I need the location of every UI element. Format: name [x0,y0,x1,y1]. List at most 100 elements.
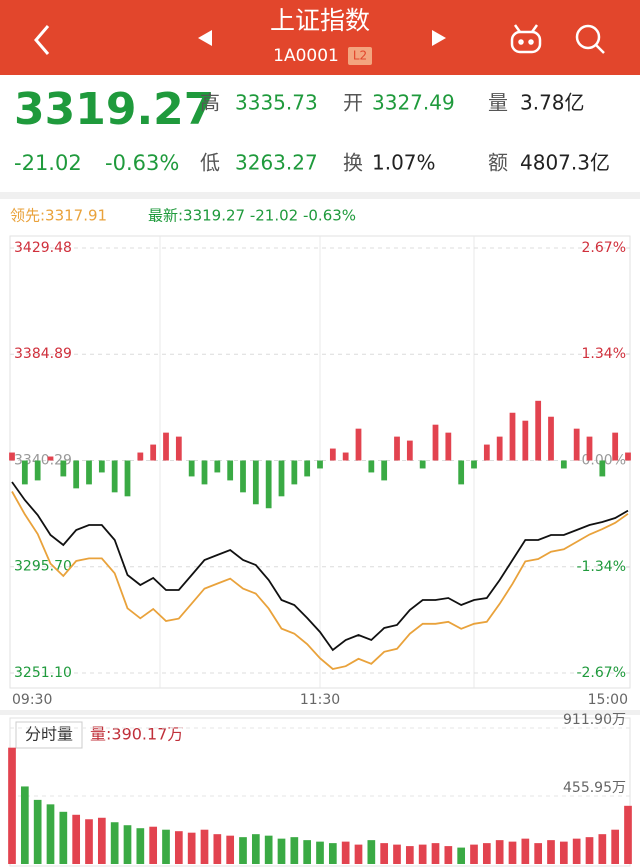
diff-bar [560,460,567,469]
diff-bar [573,428,580,461]
volume-bar [187,832,196,864]
diff-bar [265,460,272,509]
diff-bar [612,432,619,461]
back-button[interactable] [34,25,50,55]
y-tick-label: 911.90万 [563,712,626,728]
volume-bar [354,844,363,864]
volume-tab[interactable] [15,721,83,749]
header-title: 上证指数 [270,6,370,35]
field-value: 3335.73 [235,91,318,115]
volume-bar [482,843,491,864]
search-icon[interactable] [575,24,605,54]
diff-bar [535,400,542,461]
volume-bar [393,844,401,864]
y2-tick-label: 1.34% [582,346,626,362]
price: 3319.27 [14,84,214,135]
y-tick-label: 3429.48 [14,240,72,256]
x-tick-label: 09:30 [12,692,52,708]
diff-bar [60,460,67,477]
field-value: 3327.49 [372,91,455,115]
volume-bar [585,837,594,864]
robot-icon[interactable] [510,24,542,54]
volume-annotation: 量:390.17万 [90,725,183,744]
diff-bar [214,460,221,473]
legend-leading: 领先:3317.91 [10,207,107,225]
volume-bar [200,829,209,864]
volume-bar [380,843,389,864]
diff-bar [381,460,388,481]
volume-bar [20,786,29,864]
diff-bar [483,444,490,461]
volume-bar [251,834,260,864]
volume-bar [162,829,170,864]
field-label: 额 [488,151,508,175]
price-line [11,491,629,670]
diff-bar [21,460,28,485]
diff-bar [175,436,182,461]
volume-bar [226,835,235,864]
volume-bar [239,837,247,864]
volume-title: 分时量 [25,725,73,744]
y2-tick-label: -2.67% [576,665,626,681]
volume-bar [328,843,337,864]
volume-bar [8,747,16,864]
volume-bar [149,826,158,864]
badge: L2 [353,49,367,63]
y-tick-label: 3340.29 [14,453,72,469]
diff-bar [342,452,349,461]
volume-bar [534,843,543,864]
volume-bar [97,817,106,864]
diff-bar [625,452,631,461]
diff-bar [329,448,336,461]
prev-button[interactable] [198,30,212,46]
field-value: 3263.27 [235,151,318,175]
volume-bar [136,828,145,864]
diff-bar [355,428,362,461]
x-tick-label: 15:00 [588,692,628,708]
field-label: 低 [200,151,220,175]
legend-latest: 最新:3319.27 -21.02 -0.63% [148,207,356,225]
diff-bar [496,436,503,461]
diff-bar [432,424,439,461]
diff-bar [73,460,80,489]
diff-bar [445,432,452,461]
volume-bar [431,843,440,864]
field-value: 3.78亿 [520,91,585,115]
diff-bar [124,460,131,497]
diff-bar [252,460,259,505]
y-tick-label: 3295.70 [14,559,72,575]
volume-bar [341,841,350,864]
volume-bar [598,834,607,864]
separator [0,710,640,715]
volume-bar [470,844,478,864]
volume-bar [572,838,581,864]
volume-bar [59,811,68,864]
volume-bar [72,814,81,864]
field-value: 4807.3亿 [520,151,610,175]
field-value: 1.07% [372,151,436,175]
volume-bar [174,831,183,864]
diff-bar [586,436,593,461]
next-button[interactable] [432,30,446,46]
diff-bar [317,460,323,469]
diff-bar [227,460,234,481]
diff-bar [47,456,54,461]
diff-bar [240,460,246,493]
y-tick-label: 3251.10 [14,665,72,681]
volume-bar [264,835,273,864]
volume-bar [611,829,620,864]
diff-bar [201,460,208,485]
diff-bar [278,460,285,497]
diff-bar [458,460,465,485]
volume-bar [624,805,632,864]
field-label: 开 [343,91,363,115]
y2-tick-label: -1.34% [576,559,626,575]
diff-bar [548,416,554,461]
badge-box [348,47,372,65]
diff-bar [291,460,298,485]
volume-bar [277,838,286,864]
field-label: 高 [200,91,220,115]
volume-bar [457,847,466,864]
volume-bar [33,799,42,864]
